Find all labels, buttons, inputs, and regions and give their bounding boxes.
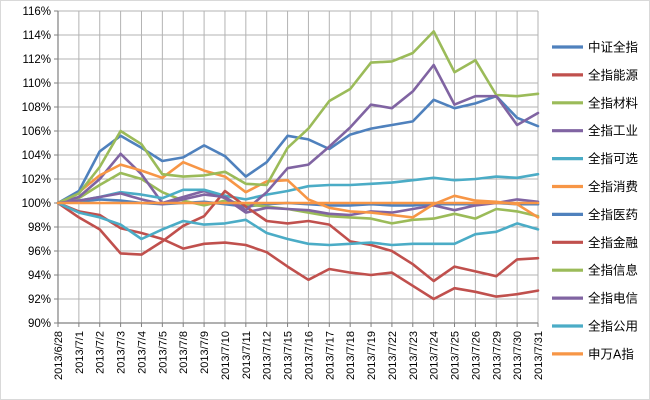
y-axis-label: 104% — [22, 150, 51, 162]
y-axis-label: 114% — [22, 30, 51, 42]
legend-label: 全指工业 — [588, 123, 638, 138]
series-line-全指金融 — [56, 189, 540, 283]
x-axis-label: 2013/7/8 — [178, 331, 190, 374]
y-axis-label: 90% — [28, 318, 51, 330]
x-axis-label: 2013/7/31 — [533, 331, 545, 380]
series-line-全指能源 — [56, 201, 540, 301]
x-axis-label: 2013/7/10 — [220, 331, 232, 380]
y-axis-label: 100% — [22, 198, 51, 210]
y-axis-label: 94% — [28, 270, 51, 282]
x-axis-label: 2013/7/18 — [345, 331, 357, 380]
x-axis-label: 2013/7/4 — [136, 331, 148, 374]
x-axis-label: 2013/7/12 — [262, 331, 274, 380]
y-axis-label: 92% — [28, 294, 51, 306]
legend-item: 全指公用 — [552, 319, 638, 334]
x-axis-label: 2013/7/24 — [429, 331, 441, 380]
x-axis-label: 2013/7/9 — [199, 331, 211, 374]
series-line-全指消费 — [56, 160, 540, 219]
y-axis-label: 112% — [22, 54, 51, 66]
x-axis-label: 2013/7/30 — [512, 331, 524, 380]
x-axis-label: 2013/7/5 — [157, 331, 169, 374]
x-axis-label: 2013/7/25 — [450, 331, 462, 380]
x-axis-label: 2013/7/11 — [241, 331, 253, 379]
x-axis-label: 2013/7/2 — [95, 331, 107, 374]
legend-item: 全指电信 — [552, 291, 638, 306]
x-axis-label: 2013/7/29 — [491, 331, 503, 380]
legend-item: 全指工业 — [552, 123, 638, 138]
axes — [54, 10, 539, 327]
legend-label: 全指材料 — [588, 95, 639, 110]
legend-item: 全指能源 — [552, 67, 639, 82]
x-axis-label: 2013/7/26 — [470, 331, 482, 380]
legend-item: 全指材料 — [552, 95, 639, 110]
x-axis-label: 2013/7/23 — [408, 331, 420, 380]
series-line-全指工业 — [56, 152, 540, 217]
legend-item: 全指信息 — [552, 263, 638, 278]
legend-label: 全指医药 — [588, 207, 638, 222]
x-axis-label: 2013/7/3 — [116, 331, 128, 374]
x-axis-label: 2013/7/1 — [74, 331, 86, 374]
legend-label: 全指信息 — [588, 263, 638, 278]
legend-item: 全指消费 — [552, 179, 638, 194]
y-axis-label: 108% — [22, 102, 51, 114]
series-line-全指医药 — [56, 94, 540, 205]
series-line-全指电信 — [56, 63, 540, 212]
y-axis-label: 102% — [22, 174, 51, 186]
legend-item: 全指医药 — [552, 207, 638, 222]
legend-label: 全指公用 — [588, 319, 638, 334]
legend-label: 全指金融 — [588, 235, 639, 250]
y-axis-label: 110% — [22, 78, 51, 90]
legend-label: 全指消费 — [588, 179, 638, 194]
legend-label: 全指电信 — [588, 291, 638, 306]
y-axis-labels: 90% 92% 94% 96% 98% 100% 102% 104% 106% 108% 110% 1… — [22, 6, 51, 330]
legend-label: 全指可选 — [588, 151, 639, 166]
legend: 中证全指全指能源全指材料全指工业全指可选全指消费全指医药全指金融全指信息全指电信… — [552, 40, 639, 361]
y-axis-label: 96% — [28, 246, 51, 258]
x-axis-labels: 2013/6/28 2013/7/1 2013/7/2 2013/7/3 2013/7/… — [53, 331, 545, 380]
series-line-全指信息 — [56, 30, 540, 205]
y-axis-label: 116% — [22, 6, 51, 18]
legend-item: 申万A指 — [552, 346, 634, 361]
legend-label: 申万A指 — [588, 346, 634, 361]
legend-label: 全指能源 — [588, 67, 639, 82]
y-axis-label: 106% — [22, 126, 51, 138]
x-axis-label: 2013/7/22 — [387, 331, 399, 380]
x-axis-label: 2013/7/19 — [366, 331, 378, 380]
legend-item: 中证全指 — [552, 40, 638, 55]
series-lines — [56, 30, 540, 301]
legend-item: 全指可选 — [552, 151, 639, 166]
x-axis-label: 2013/6/28 — [53, 331, 65, 380]
x-axis-label: 2013/7/16 — [303, 331, 315, 380]
legend-label: 中证全指 — [588, 40, 638, 55]
x-axis-label: 2013/7/15 — [283, 331, 295, 380]
series-line-全指公用 — [56, 201, 540, 247]
x-axis-label: 2013/7/17 — [324, 331, 336, 380]
legend-item: 全指金融 — [552, 235, 639, 250]
y-axis-label: 98% — [28, 222, 51, 234]
